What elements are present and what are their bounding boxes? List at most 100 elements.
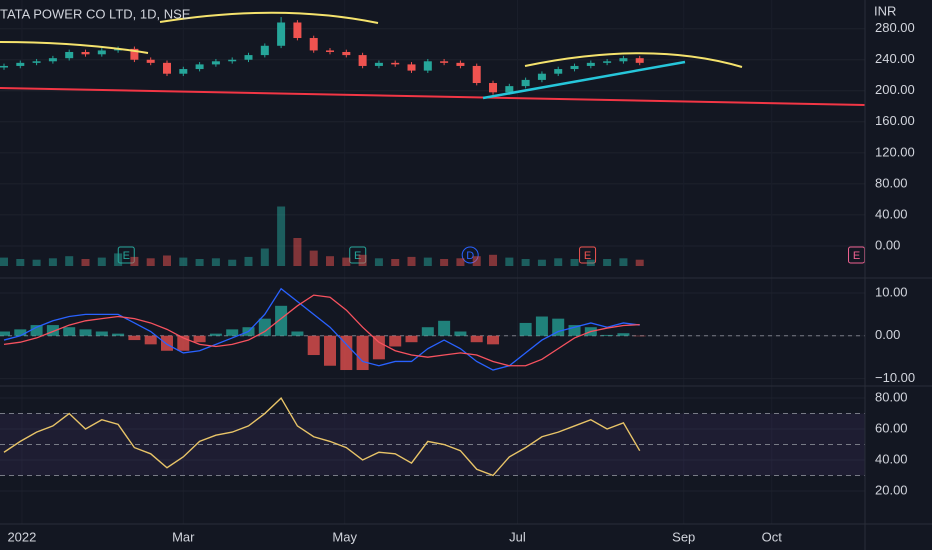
volume-bar <box>309 250 318 266</box>
histogram-bar <box>601 334 614 336</box>
histogram-bar <box>617 333 630 336</box>
histogram-bar <box>226 329 239 336</box>
arc-drawing <box>524 52 743 68</box>
histogram-bar <box>487 335 500 345</box>
y-tick-label: 280.00 <box>875 20 915 35</box>
candle-body <box>472 65 481 84</box>
line <box>3 294 640 367</box>
histogram-bar <box>193 335 206 343</box>
candle-body <box>130 48 139 60</box>
y-tick-label: −10.00 <box>875 370 915 385</box>
plot: 280.00 240.00 200.00 160.00 120.00 80.00 40.00… <box>0 17 916 545</box>
histogram-bar <box>30 325 43 336</box>
candle-body <box>244 55 253 60</box>
candle-body <box>32 61 41 63</box>
histogram-bar <box>63 327 76 336</box>
candle-body <box>456 62 465 66</box>
histogram-bar <box>552 318 565 336</box>
candle-body <box>326 50 335 52</box>
volume-bar <box>81 259 90 266</box>
event-label: E <box>853 250 860 262</box>
histogram-bar <box>291 331 304 336</box>
event-label: E <box>584 250 591 262</box>
candle-body <box>97 50 106 55</box>
volume-bar <box>32 259 41 266</box>
volume-bar <box>374 258 383 266</box>
histogram-bar <box>535 316 548 336</box>
chart-title: TATA POWER CO LTD, 1D, NSE <box>0 6 191 21</box>
candle-body <box>423 61 432 71</box>
volume-bar <box>244 256 253 266</box>
candle-body <box>65 51 74 59</box>
volume-bar <box>489 254 498 266</box>
histogram-bar <box>307 335 320 356</box>
candle-body <box>16 62 25 66</box>
volume-bar <box>423 257 432 266</box>
volume-bar <box>326 256 335 266</box>
histogram-bar <box>454 331 467 336</box>
event-label: E <box>123 250 130 262</box>
volume-bar <box>114 253 123 266</box>
volume-bar <box>342 257 351 266</box>
line <box>3 396 641 477</box>
candle-body <box>440 61 449 63</box>
y-tick-label: 20.00 <box>875 482 908 497</box>
histogram-bar <box>519 322 532 336</box>
candle-body <box>48 58 57 62</box>
candle-body <box>309 38 318 51</box>
candle-body <box>635 58 644 63</box>
histogram-bar <box>470 335 483 343</box>
volume-bar <box>440 259 449 266</box>
y-tick-label: 0.00 <box>875 237 900 252</box>
volume-bar <box>97 257 106 266</box>
volume-bar <box>260 248 269 266</box>
histogram-bar <box>209 333 222 336</box>
volume-bar <box>537 259 546 266</box>
x-tick-label: May <box>332 529 357 544</box>
candle-body <box>342 51 351 56</box>
histogram-bar <box>372 335 385 360</box>
candle-body <box>537 73 546 80</box>
candle-body <box>489 83 498 93</box>
volume-bar <box>277 206 286 266</box>
volume-bar <box>586 259 595 266</box>
candle-body <box>619 58 628 62</box>
histogram-bar <box>144 335 157 345</box>
candle-body <box>277 22 286 46</box>
volume-bar <box>619 258 628 266</box>
y-tick-label: 10.00 <box>875 284 908 299</box>
volume-bar <box>228 259 237 266</box>
candle-body <box>260 45 269 56</box>
x-tick-label: Mar <box>172 529 195 544</box>
y-tick-label: 60.00 <box>875 420 908 435</box>
histogram-bar <box>79 329 92 336</box>
histogram-bar <box>161 335 174 351</box>
unit-label: INR <box>874 3 896 18</box>
volume-bar <box>179 257 188 266</box>
arc-drawing <box>159 11 379 24</box>
volume-bar <box>163 255 172 266</box>
histogram-bar <box>275 305 288 336</box>
candle-body <box>391 62 400 65</box>
volume-bar <box>407 256 416 266</box>
histogram-bar <box>340 335 353 371</box>
histogram-bar <box>46 325 59 336</box>
candle-body <box>603 61 612 63</box>
arc-drawing <box>0 41 149 54</box>
candle-body <box>358 55 367 66</box>
volume-bar <box>603 259 612 266</box>
event-label: D <box>466 250 474 262</box>
volume-bar <box>570 259 579 266</box>
x-tick-label: 2022 <box>7 529 36 544</box>
y-tick-label: 40.00 <box>875 451 908 466</box>
trend-line <box>0 87 866 106</box>
candle-body <box>586 62 595 66</box>
volume-bar <box>146 258 155 266</box>
histogram-bar <box>324 335 337 366</box>
y-tick-label: 80.00 <box>875 389 908 404</box>
candle-body <box>195 64 204 70</box>
histogram-bar <box>95 331 108 336</box>
volume-bar <box>635 259 644 266</box>
volume-bar <box>472 256 481 266</box>
